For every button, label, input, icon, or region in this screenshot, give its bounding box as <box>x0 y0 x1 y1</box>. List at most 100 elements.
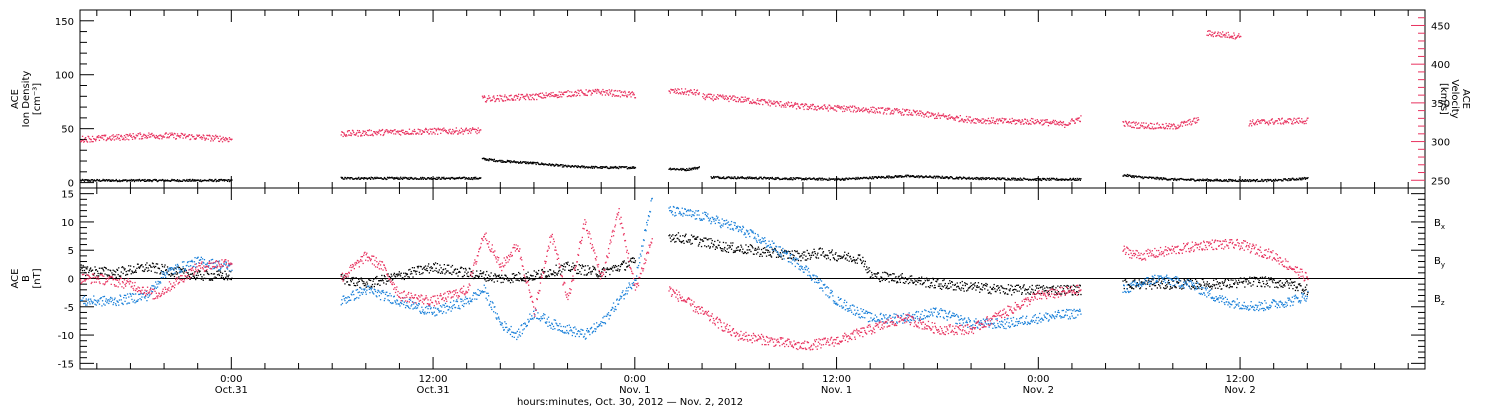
data-point <box>145 264 147 266</box>
data-point <box>997 285 999 287</box>
data-point <box>894 277 896 279</box>
data-point <box>1155 176 1157 179</box>
data-point <box>1133 127 1135 129</box>
data-point <box>133 136 136 138</box>
data-point <box>176 273 178 275</box>
data-point <box>1186 179 1188 181</box>
data-point <box>405 274 407 276</box>
data-point <box>201 277 204 280</box>
data-point <box>999 292 1001 294</box>
data-point <box>919 279 921 282</box>
data-point <box>410 270 412 273</box>
data-point <box>1152 279 1154 281</box>
data-point <box>118 179 121 181</box>
data-point <box>1138 122 1140 124</box>
data-point <box>146 270 149 272</box>
data-point <box>175 138 177 140</box>
data-point <box>872 178 875 180</box>
data-point <box>513 276 515 279</box>
data-point <box>421 133 423 135</box>
data-point <box>836 106 838 108</box>
data-point <box>882 278 885 280</box>
data-point <box>857 177 860 179</box>
data-point <box>540 273 542 275</box>
data-point <box>501 159 503 162</box>
data-point <box>914 176 917 178</box>
data-point <box>1029 293 1031 295</box>
data-point <box>743 252 745 254</box>
data-point <box>764 252 766 254</box>
data-point <box>690 167 692 170</box>
data-point <box>408 133 410 135</box>
data-point <box>599 166 602 168</box>
data-point <box>751 102 753 105</box>
data-point <box>603 267 605 269</box>
data-point <box>739 176 742 179</box>
data-point <box>368 177 370 179</box>
data-point <box>829 252 831 254</box>
data-point <box>789 177 792 179</box>
data-point <box>526 162 528 165</box>
data-point <box>837 178 840 180</box>
data-point <box>226 139 228 141</box>
data-point <box>794 178 797 180</box>
data-point <box>158 135 160 137</box>
data-point <box>669 92 671 94</box>
data-point <box>222 136 224 138</box>
data-point <box>900 114 903 116</box>
data-point <box>178 180 180 183</box>
data-point <box>1006 121 1008 123</box>
data-point <box>570 166 572 168</box>
data-point <box>1228 34 1230 36</box>
data-point <box>1165 287 1167 289</box>
data-point <box>509 160 511 162</box>
data-point <box>927 280 929 282</box>
data-point <box>767 102 769 104</box>
data-point <box>482 157 484 160</box>
data-point <box>902 108 904 110</box>
data-point <box>83 269 86 272</box>
data-point <box>730 98 732 100</box>
data-point <box>444 268 447 270</box>
data-point <box>195 278 197 281</box>
data-point <box>707 245 710 247</box>
data-point <box>870 109 873 111</box>
data-point <box>1137 127 1139 129</box>
data-point <box>191 134 193 136</box>
data-point <box>876 111 878 113</box>
data-point <box>825 107 827 110</box>
data-point <box>1251 125 1253 127</box>
data-point <box>688 167 690 169</box>
data-point <box>1154 178 1156 180</box>
data-point <box>773 248 775 251</box>
data-point <box>194 179 196 181</box>
data-point <box>932 279 935 281</box>
data-point <box>485 159 487 161</box>
data-point <box>376 275 378 278</box>
data-point <box>905 109 907 112</box>
data-point <box>1159 285 1161 287</box>
data-point <box>478 275 480 277</box>
data-point <box>380 280 382 282</box>
data-point <box>674 235 676 237</box>
data-point <box>1069 177 1071 180</box>
data-point <box>999 178 1001 181</box>
data-point <box>1255 121 1257 124</box>
data-point <box>369 286 371 289</box>
data-point <box>1209 179 1211 181</box>
data-point <box>604 166 607 169</box>
data-point <box>983 284 985 286</box>
data-point <box>907 109 909 111</box>
data-point <box>839 257 841 260</box>
data-point <box>841 178 843 181</box>
data-point <box>357 135 359 137</box>
data-point <box>761 255 763 257</box>
data-point <box>452 133 454 135</box>
data-point <box>694 238 696 240</box>
data-point <box>1016 290 1018 292</box>
data-point <box>966 177 968 179</box>
data-point <box>859 109 861 111</box>
data-point <box>584 166 587 169</box>
data-point <box>710 242 713 244</box>
data-point <box>349 134 351 136</box>
